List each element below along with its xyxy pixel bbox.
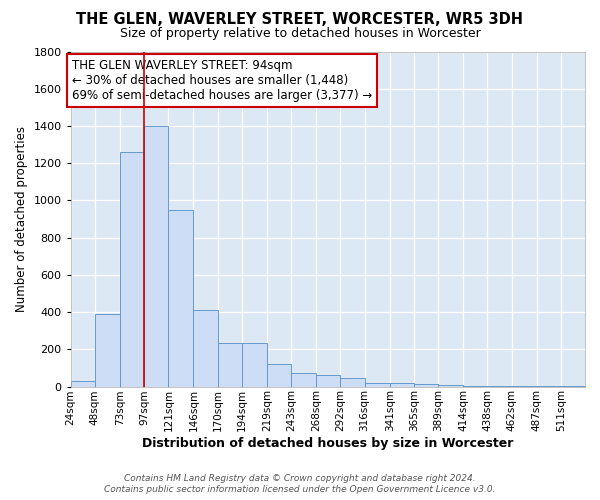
Bar [193, 310, 218, 386]
Bar [340, 378, 365, 386]
Bar [316, 376, 340, 386]
Bar [390, 383, 414, 386]
Bar [438, 384, 463, 386]
X-axis label: Distribution of detached houses by size in Worcester: Distribution of detached houses by size … [142, 437, 514, 450]
Text: Size of property relative to detached houses in Worcester: Size of property relative to detached ho… [119, 28, 481, 40]
Text: THE GLEN WAVERLEY STREET: 94sqm
← 30% of detached houses are smaller (1,448)
69%: THE GLEN WAVERLEY STREET: 94sqm ← 30% of… [72, 59, 372, 102]
Bar [291, 372, 316, 386]
Bar [95, 314, 120, 386]
Bar [242, 343, 267, 386]
Y-axis label: Number of detached properties: Number of detached properties [15, 126, 28, 312]
Bar [71, 381, 95, 386]
Bar [218, 343, 242, 386]
Bar [144, 126, 169, 386]
Bar [267, 364, 291, 386]
Bar [120, 152, 144, 386]
Bar [169, 210, 193, 386]
Text: Contains HM Land Registry data © Crown copyright and database right 2024.
Contai: Contains HM Land Registry data © Crown c… [104, 474, 496, 494]
Bar [414, 384, 438, 386]
Bar [365, 383, 390, 386]
Text: THE GLEN, WAVERLEY STREET, WORCESTER, WR5 3DH: THE GLEN, WAVERLEY STREET, WORCESTER, WR… [77, 12, 523, 28]
